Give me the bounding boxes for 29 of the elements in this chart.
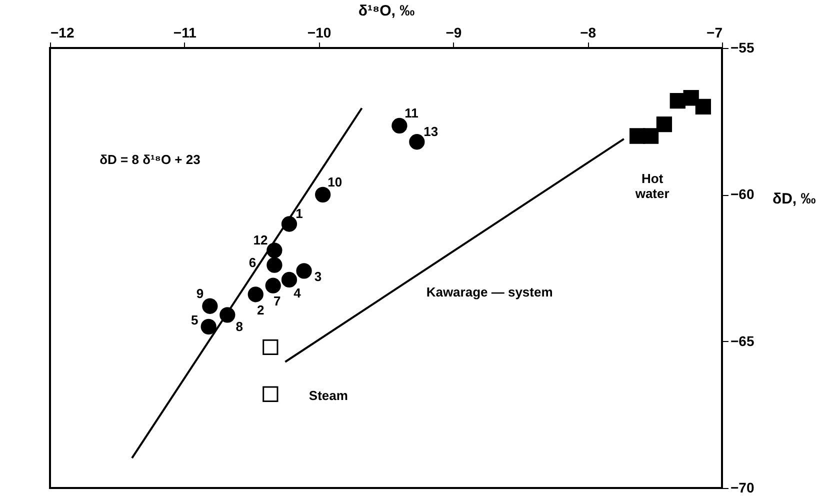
x-tick-label: −7 xyxy=(706,24,723,40)
x-tick-label: −12 xyxy=(50,24,74,40)
annotation: 1 xyxy=(296,206,303,221)
annotation: 9 xyxy=(196,286,204,302)
annotation: Kawarage — system xyxy=(426,284,553,300)
y-tick-label: −60 xyxy=(730,186,754,202)
annotation: Steam xyxy=(308,388,348,404)
annotation: 6 xyxy=(248,255,256,270)
y-tick-label: −55 xyxy=(730,40,754,56)
x-tick-label: −9 xyxy=(446,24,462,40)
annotation: 3 xyxy=(314,268,322,284)
annotation: δD = 8 δ¹⁸O + 23 xyxy=(100,152,200,167)
annotation: 12 xyxy=(253,232,268,248)
x-tick-label: −11 xyxy=(173,24,197,40)
annotation: 7 xyxy=(273,294,281,309)
y-axis-title: δD, ‰ xyxy=(772,190,816,208)
annotation: 8 xyxy=(236,318,244,334)
x-tick-label: −8 xyxy=(580,24,596,40)
y-tick-label: −65 xyxy=(730,332,754,349)
x-tick-label: −10 xyxy=(307,24,332,40)
annotation: Hot water xyxy=(634,171,670,201)
x-axis-title: δ¹⁸O, ‰ xyxy=(358,2,415,20)
annotation: 4 xyxy=(294,286,302,301)
annotation: 5 xyxy=(190,312,198,328)
y-tick-label: −70 xyxy=(730,480,754,496)
annotation: 2 xyxy=(257,302,264,318)
annotation: 13 xyxy=(424,124,438,139)
annotation: 11 xyxy=(404,106,418,121)
annotation: 10 xyxy=(328,174,342,190)
